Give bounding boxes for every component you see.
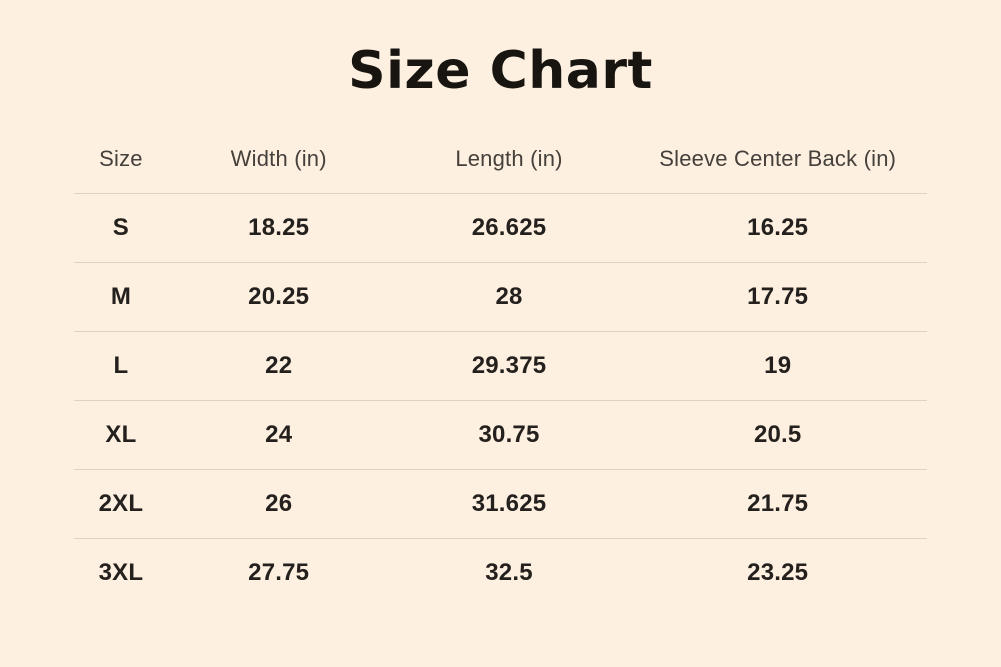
cell-size: 3XL	[74, 537, 168, 608]
cell-size: S	[74, 192, 168, 263]
cell-sleeve: 19	[628, 330, 927, 401]
cell-width: 26	[167, 468, 390, 539]
table-row: 3XL 27.75 32.5 23.25	[74, 537, 927, 608]
cell-size: L	[74, 330, 168, 401]
cell-length: 26.625	[389, 192, 629, 263]
column-header-sleeve: Sleeve Center Back (in)	[659, 145, 897, 171]
table-row: 2XL 26 31.625 21.75	[74, 468, 927, 539]
cell-length: 30.75	[389, 399, 629, 470]
cell-width: 20.25	[167, 261, 390, 332]
cell-sleeve: 17.75	[628, 261, 927, 332]
cell-sleeve: 16.25	[628, 192, 927, 263]
cell-length: 28	[389, 261, 629, 332]
cell-sleeve: 23.25	[628, 537, 927, 608]
table-row: M 20.25 28 17.75	[74, 261, 927, 332]
cell-size: XL	[74, 399, 168, 470]
cell-width: 24	[167, 399, 390, 470]
table-row: S 18.25 26.625 16.25	[74, 192, 927, 263]
cell-size: 2XL	[74, 468, 168, 539]
cell-length: 31.625	[389, 468, 629, 539]
cell-width: 18.25	[167, 192, 390, 263]
cell-sleeve: 21.75	[628, 468, 927, 539]
size-chart-table: Size Width (in) Length (in) Sleeve Cente…	[74, 146, 927, 608]
cell-width: 27.75	[167, 537, 390, 608]
table-row: L 22 29.375 19	[74, 330, 927, 401]
cell-length: 32.5	[389, 537, 629, 608]
column-header-width: Width (in)	[230, 145, 327, 171]
cell-sleeve: 20.5	[628, 399, 927, 470]
column-header-length: Length (in)	[455, 145, 563, 171]
table-row: XL 24 30.75 20.5	[74, 399, 927, 470]
cell-size: M	[74, 261, 168, 332]
cell-length: 29.375	[389, 330, 629, 401]
column-header-size: Size	[99, 145, 143, 171]
cell-width: 22	[167, 330, 390, 401]
header-row: Size Width (in) Length (in) Sleeve Cente…	[74, 146, 927, 194]
page-title: Size Chart	[348, 41, 653, 101]
